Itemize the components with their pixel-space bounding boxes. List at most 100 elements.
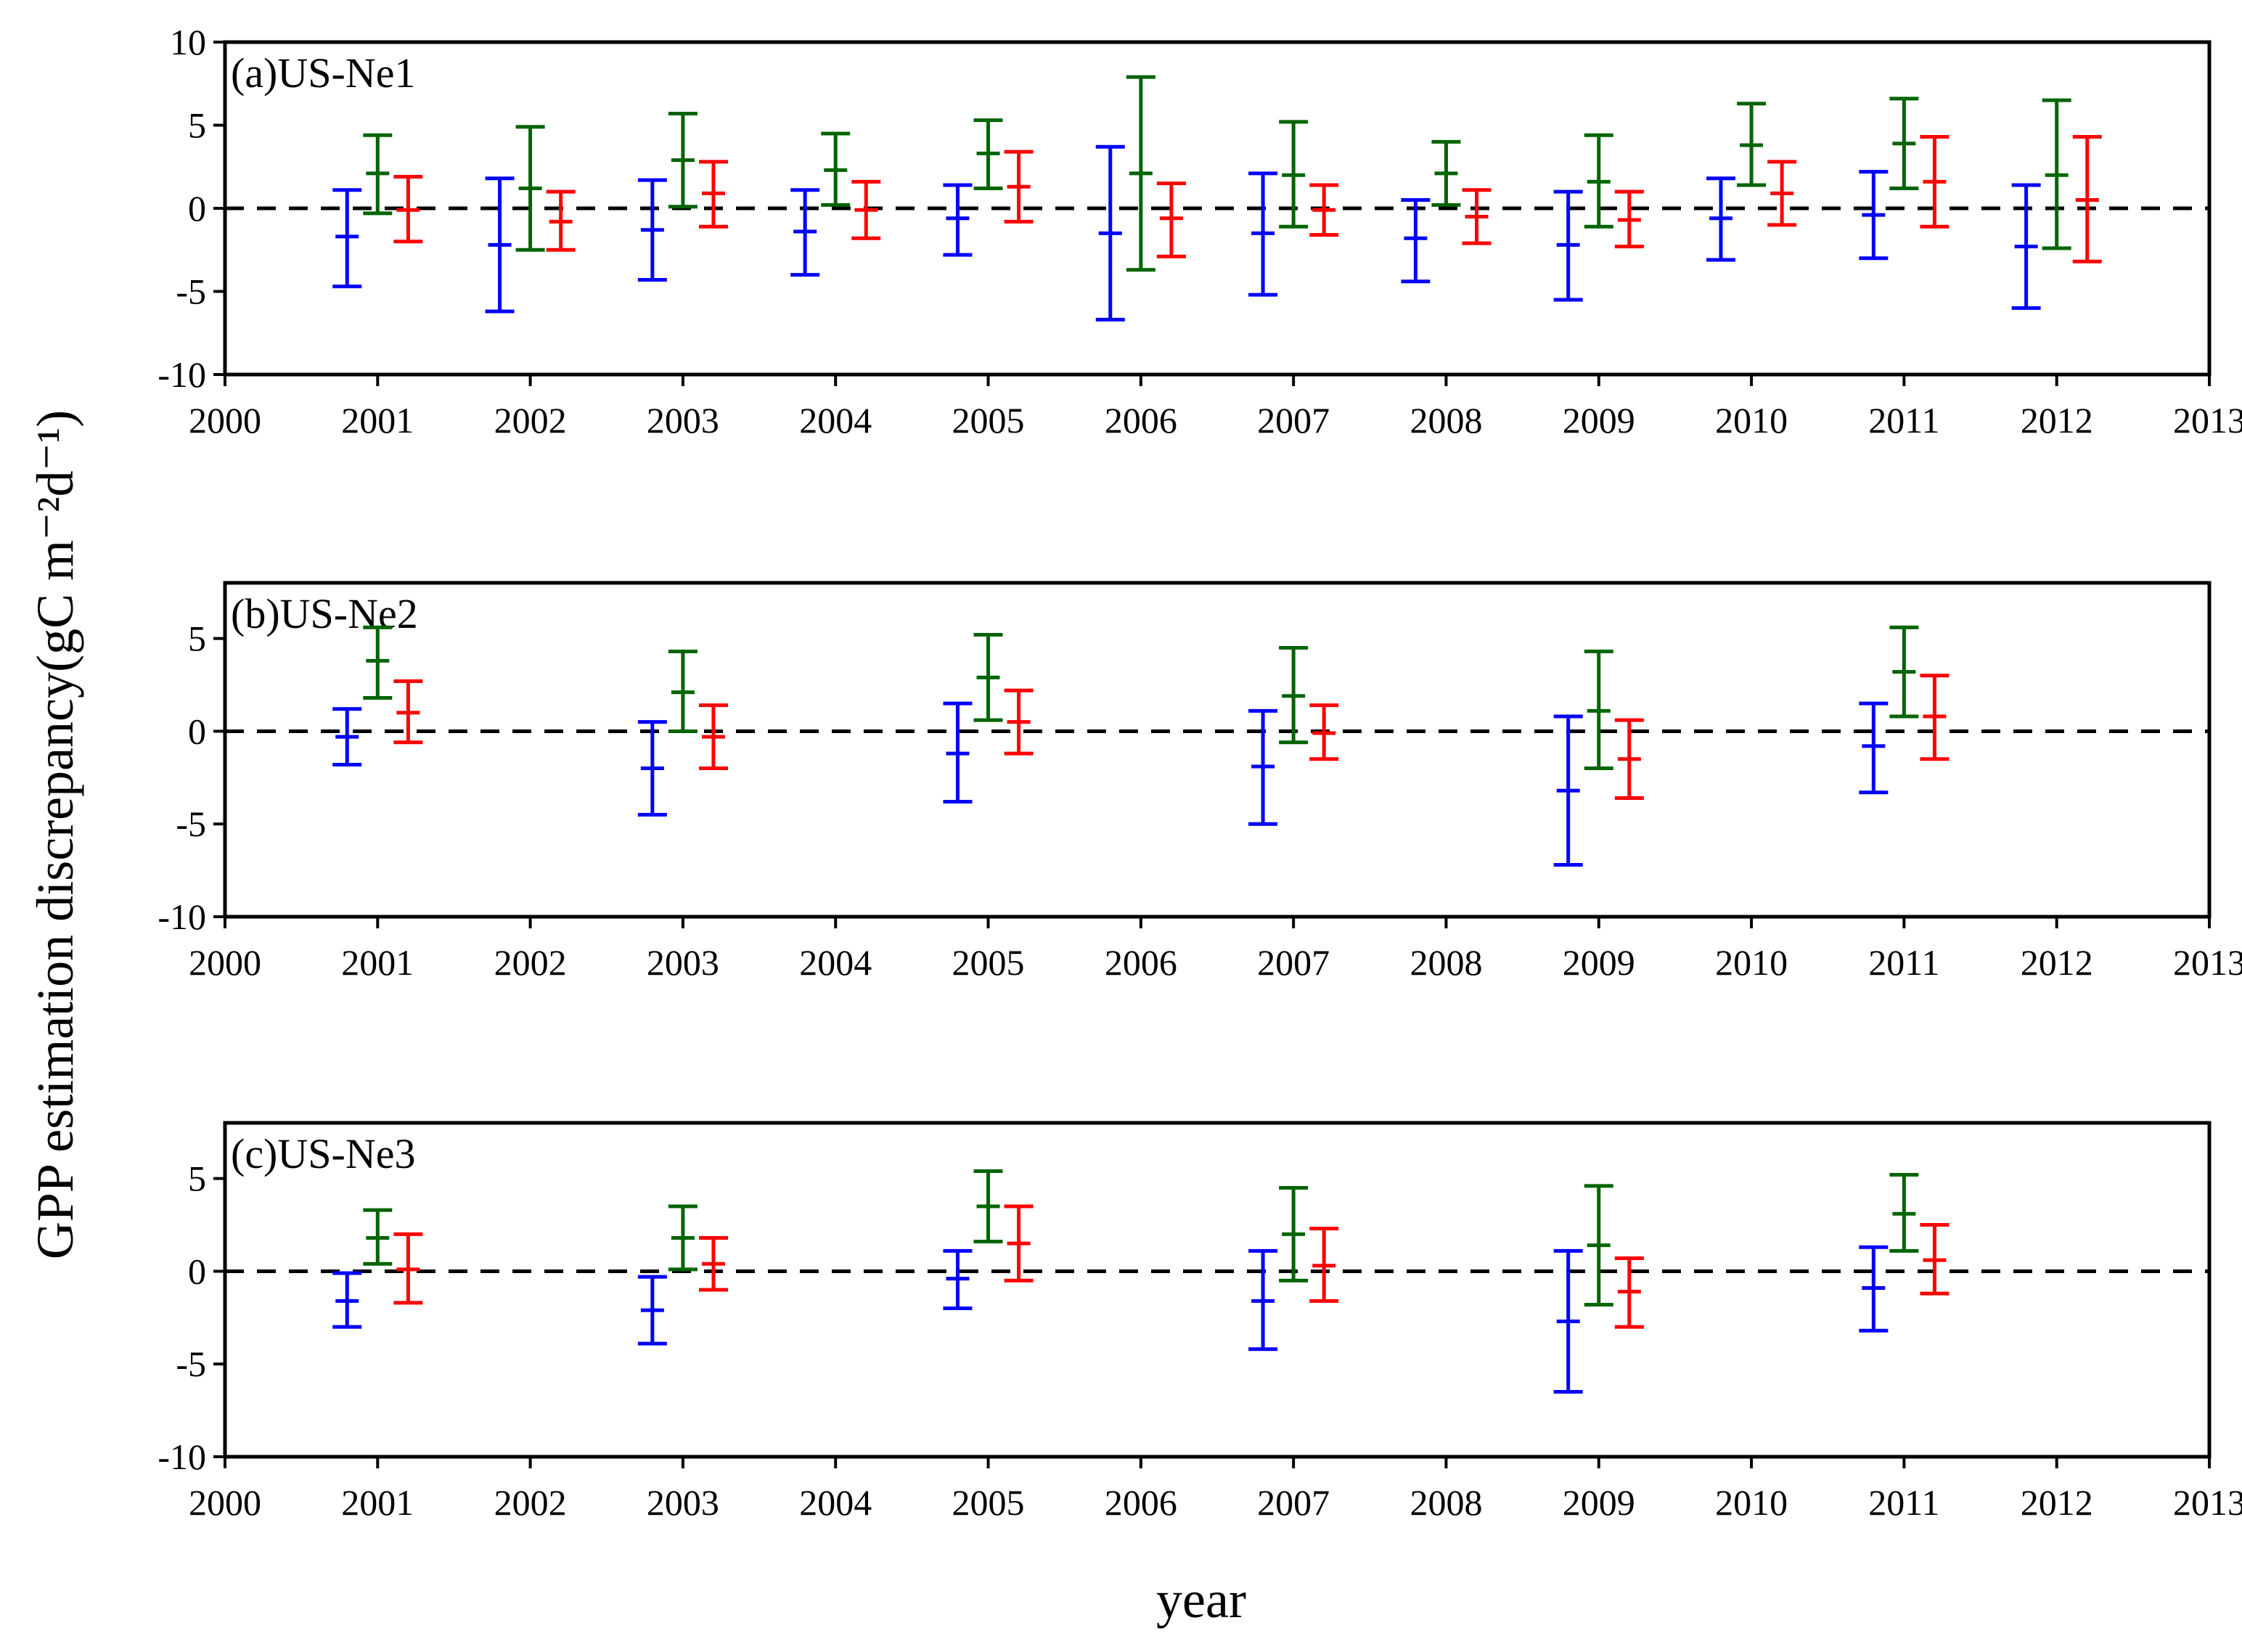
panel-us-ne3: (c)US-Ne3 2000 2001 2002 2003 2004 2005 2006 20…: [157, 1121, 2242, 1523]
panel-title: (a)US-Ne1: [231, 49, 415, 97]
x-tick-label: 2003: [647, 1482, 719, 1523]
x-tick-label: 2001: [341, 400, 414, 441]
error-bar-blue: [637, 720, 667, 817]
error-bar-green: [2042, 98, 2071, 250]
error-bar-blue: [1706, 176, 1736, 262]
x-tick-label: 2013: [2173, 1482, 2242, 1523]
error-bar-green: [363, 133, 393, 216]
error-bar-green: [1889, 625, 1919, 719]
error-bar-red: [1004, 688, 1034, 756]
error-bar-red: [1614, 189, 1644, 249]
x-tick-label: 2009: [1563, 1482, 1635, 1523]
error-bar-red: [2072, 135, 2102, 263]
y-tick-label: -5: [176, 1344, 206, 1384]
y-tick-label: 0: [188, 1251, 206, 1291]
x-tick-label: 2013: [2173, 942, 2242, 983]
error-bar-green: [1737, 102, 1767, 187]
error-bar-green: [363, 625, 393, 700]
error-bar-blue: [943, 701, 973, 804]
y-tick-label: -10: [157, 896, 206, 937]
error-bar-blue: [485, 176, 515, 314]
panel-us-ne1: (a)US-Ne1 2000 2001 2002 2003 2004 2005 2006 20…: [157, 22, 2242, 441]
error-bar-red: [1920, 1223, 1950, 1296]
error-bar-green: [1126, 75, 1155, 272]
error-bar-red: [1920, 674, 1950, 761]
error-bar-red: [698, 703, 728, 771]
y-tick-label: 5: [188, 1158, 206, 1199]
error-bar-green: [668, 1204, 697, 1272]
y-tick-label: -10: [157, 1436, 206, 1477]
x-tick-label: 2010: [1715, 942, 1788, 983]
y-tick-label: 5: [188, 618, 206, 659]
error-bar-green: [668, 650, 697, 733]
error-bar-red: [393, 174, 423, 244]
error-bar-red: [1156, 181, 1186, 258]
panel-title: (b)US-Ne2: [231, 590, 418, 637]
x-tick-label: 2013: [2173, 400, 2242, 441]
y-tick-label: -5: [176, 803, 206, 844]
error-bar-blue: [332, 188, 362, 289]
y-tick-label: 0: [188, 711, 206, 751]
error-bars: [332, 75, 2102, 322]
axis-ticks: 2000 2001 2002 2003 2004 2005 2006 2007 2008 2009…: [157, 1158, 2242, 1523]
x-tick-label: 2001: [341, 942, 414, 983]
error-bar-blue: [1553, 714, 1583, 867]
x-tick-label: 2011: [1868, 400, 1939, 441]
x-tick-label: 2010: [1715, 400, 1788, 441]
error-bar-blue: [1553, 189, 1583, 302]
axis-ticks: 2000 2001 2002 2003 2004 2005 2006 2007 2008 2009…: [157, 22, 2242, 441]
error-bar-blue: [943, 1248, 973, 1311]
error-bar-green: [1279, 1185, 1309, 1283]
error-bar-blue: [2011, 183, 2041, 310]
error-bar-blue: [1859, 701, 1889, 795]
x-tick-label: 2003: [647, 400, 719, 441]
x-tick-label: 2007: [1257, 1482, 1330, 1523]
x-tick-label: 2012: [2021, 400, 2093, 441]
error-bar-red: [1004, 150, 1034, 224]
x-tick-label: 2011: [1868, 942, 1939, 983]
error-bar-green: [1584, 133, 1613, 229]
x-tick-label: 2002: [494, 400, 567, 441]
error-bar-red: [1309, 183, 1339, 237]
error-bar-red: [393, 1232, 423, 1305]
error-bar-red: [1462, 188, 1492, 245]
error-bars: [332, 1169, 1950, 1394]
error-bar-blue: [332, 707, 362, 766]
error-bar-green: [973, 633, 1003, 722]
error-bar-red: [698, 160, 728, 229]
plot-frame: [223, 581, 2212, 919]
x-tick-label: 2002: [494, 942, 567, 983]
error-bar-red: [698, 1235, 728, 1292]
error-bar-blue: [1859, 1245, 1889, 1333]
error-bar-red: [1309, 1227, 1339, 1303]
x-tick-label: 2009: [1563, 400, 1635, 441]
y-axis-title: GPP estimation discrepancy(gC m⁻²d⁻¹): [26, 410, 84, 1259]
error-bar-red: [1614, 718, 1644, 800]
x-tick-label: 2008: [1410, 942, 1482, 983]
x-tick-label: 2000: [189, 942, 261, 983]
error-bar-blue: [1248, 708, 1278, 826]
panel-us-ne2: (b)US-Ne2 2000 2001 2002 2003 2004 2005 2006 20…: [157, 581, 2242, 983]
error-bar-blue: [1095, 144, 1125, 322]
error-bar-green: [515, 125, 545, 252]
x-tick-label: 2000: [189, 400, 261, 441]
error-bar-blue: [943, 183, 973, 257]
error-bar-green: [1431, 139, 1461, 207]
error-bar-red: [393, 679, 423, 745]
x-tick-label: 2010: [1715, 1482, 1788, 1523]
error-bar-blue: [637, 1275, 667, 1346]
error-bar-red: [1920, 135, 1950, 229]
x-tick-label: 2007: [1257, 942, 1330, 983]
error-bar-green: [1584, 650, 1613, 771]
x-tick-label: 2012: [2021, 1482, 2093, 1523]
plot-frame: [223, 1121, 2212, 1459]
error-bar-blue: [637, 178, 667, 282]
y-tick-label: 5: [188, 105, 206, 146]
x-tick-label: 2012: [2021, 942, 2093, 983]
y-tick-label: -10: [157, 354, 206, 395]
x-tick-label: 2008: [1410, 400, 1482, 441]
error-bar-red: [851, 179, 881, 240]
error-bar-green: [1584, 1184, 1613, 1307]
